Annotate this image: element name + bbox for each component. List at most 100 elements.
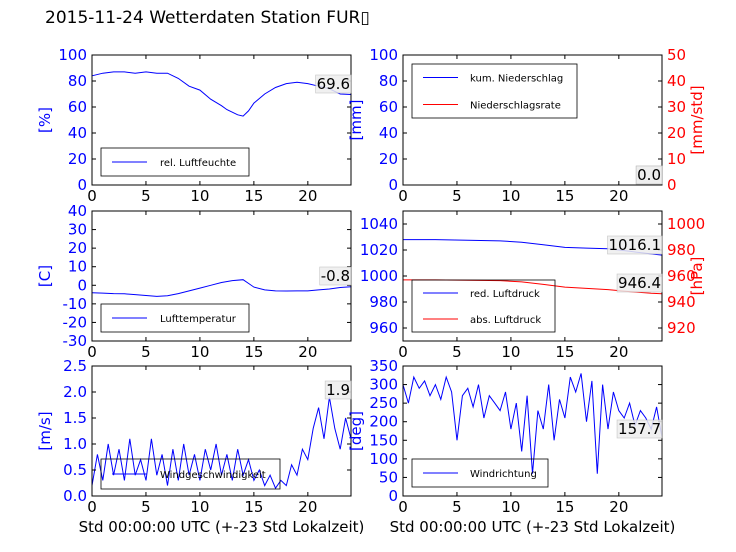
legend: Windrichtung [411,458,549,488]
series-line-1 [91,71,352,117]
y-tick-label: 250 [369,394,398,412]
y-axis-label: [mm] [347,100,365,141]
y-tick-label: 20 [68,150,87,168]
x-tick-label: 15 [244,498,263,516]
y-tick-label: 1000 [360,267,398,285]
y-right-axis-label: [mm/std] [688,85,706,154]
y-right-tick-label: 30 [667,98,686,116]
y-tick-label: 980 [369,293,398,311]
page-title: 2015-11-24 Wetterdaten Station FUR▯ [45,8,370,28]
y-tick-label: 1.5 [63,409,87,427]
x-tick-label: 10 [501,187,520,205]
legend-box [100,147,250,177]
y-tick-label: 80 [68,72,87,90]
y-axis-label: [m/s] [36,411,54,450]
y-right-tick-label: 10 [667,150,686,168]
last-value-box [616,419,663,439]
legend-box [411,63,578,119]
y-tick-label: 40 [68,202,87,220]
y-tick-label: 0.0 [63,487,87,505]
y-tick-label: 50 [379,468,398,486]
x-tick-label: 5 [141,343,151,361]
x-tick-label: 15 [244,343,263,361]
chart-panel-2: 0 5 10 15 20 0 20 40 60 80 100 0 10 20 30 40 50 [mm/std] [… [347,46,706,205]
y-right-tick-label: 20 [667,124,686,142]
y-tick-label: 2.0 [63,383,87,401]
x-tick-label: 10 [190,187,209,205]
x-tick-label: 20 [609,498,628,516]
legend: kum. Niederschlag Niederschlagsrate [411,63,578,119]
legend-label: kum. Niederschlag [470,74,563,85]
last-value-box [315,74,352,94]
legend-label: Windgeschwindigkeit [160,470,266,481]
x-tick-label: 15 [555,498,574,516]
legend-label: red. Luftdruck [470,289,540,300]
x-tick-label: 0 [398,187,408,205]
x-tick-label: 0 [398,343,408,361]
y-tick-label: 1040 [360,215,398,233]
y-right-tick-label: 940 [667,293,696,311]
y-tick-label: 1020 [360,241,398,259]
y-tick-label: 2.5 [63,357,87,375]
series-line-1 [91,279,352,297]
x-axis-label: Std 00:00:00 UTC (+-23 Std Lokalzeit) [390,518,676,536]
y-tick-label: 20 [68,239,87,257]
plot-frame [91,54,352,186]
x-tick-label: 20 [298,498,317,516]
y-tick-label: 60 [68,98,87,116]
legend: rel. Luftfeuchte [100,147,250,177]
x-tick-label: 0 [87,187,97,205]
plot-frame [402,54,663,186]
y-tick-label: 0.5 [63,461,87,479]
y-tick-label: 80 [379,72,398,90]
last-value-box [616,273,663,293]
y-tick-label: 0 [77,276,87,294]
y-right-tick-label: 50 [667,46,686,64]
x-tick-label: 5 [452,187,462,205]
x-tick-label: 20 [298,187,317,205]
last-value-box [319,266,352,286]
legend-label: Niederschlagsrate [470,101,561,112]
last-value-label: 0.0 [637,166,661,184]
chart-panel-4: 0 5 10 15 20 960 980 1000 1020 1040 920 940 960 980 10… [360,210,706,361]
x-tick-label: 0 [87,343,97,361]
series-line-1 [91,397,352,490]
x-tick-label: 15 [244,187,263,205]
x-tick-label: 15 [555,187,574,205]
series-line-1 [402,373,663,474]
chart-panel-1: 0 5 10 15 20 0 20 40 60 80 100 [%] rel. Luftfeuchte 6… [36,46,352,205]
y-tick-label: 10 [68,258,87,276]
legend-label: rel. Luftfeuchte [160,158,236,169]
y-tick-label: 960 [369,319,398,337]
legend-label: Lufttemperatur [160,314,237,325]
y-axis-label: [C] [36,265,54,287]
y-tick-label: 100 [369,46,398,64]
x-tick-label: 10 [190,498,209,516]
last-value-box [635,165,663,185]
x-axis-label: Std 00:00:00 UTC (+-23 Std Lokalzeit) [79,518,365,536]
x-tick-label: 5 [141,187,151,205]
y-right-tick-label: 980 [667,241,696,259]
last-value-label: 1016.1 [609,236,662,254]
x-tick-label: 5 [452,343,462,361]
legend: Lufttemperatur [100,303,250,333]
x-tick-label: 20 [298,343,317,361]
y-right-tick-label: 920 [667,319,696,337]
legend-label: abs. Luftdruck [470,315,541,326]
last-value-label: 1.9 [326,381,350,399]
y-tick-label: 150 [369,431,398,449]
y-right-tick-label: 960 [667,267,696,285]
x-tick-label: 5 [141,498,151,516]
y-tick-label: 100 [58,46,87,64]
x-tick-label: 20 [609,187,628,205]
y-axis-label: [%] [36,107,54,133]
legend: red. Luftdruck abs. Luftdruck [411,279,556,333]
y-tick-label: 40 [379,124,398,142]
y-tick-label: 300 [369,376,398,394]
last-value-box [607,235,663,255]
x-tick-label: 15 [555,343,574,361]
plot-frame [91,365,352,497]
last-value-box [324,380,352,400]
